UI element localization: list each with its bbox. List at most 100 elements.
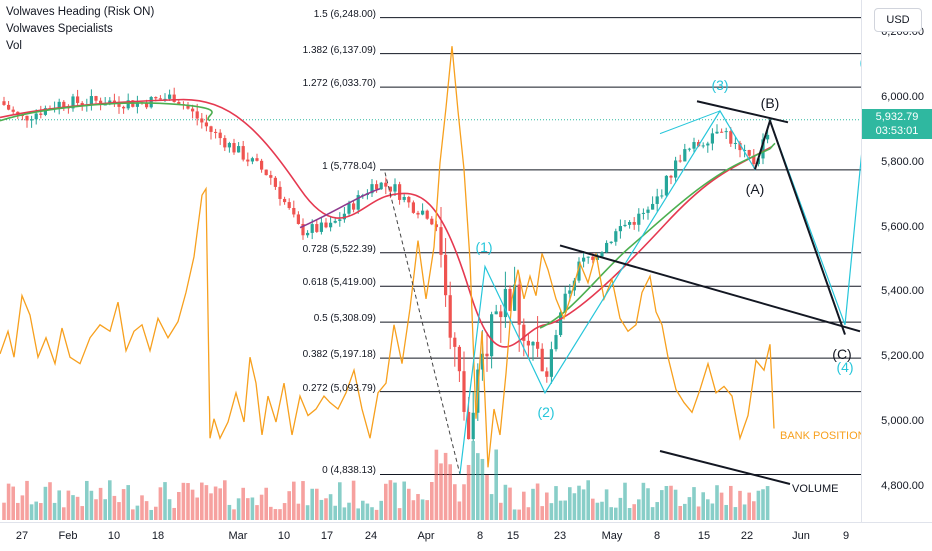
volume-bar-100 (462, 484, 466, 520)
volume-bar-111 (512, 509, 517, 520)
volume-bar-163 (752, 501, 756, 520)
volume-bar-40 (186, 483, 190, 520)
b-trendline (696, 100, 789, 124)
candle-body-80 (370, 184, 374, 194)
candle-body-81 (375, 184, 379, 190)
time-tick-6: 17 (320, 530, 334, 542)
volume-bar-47 (218, 488, 222, 520)
candle-body-132 (609, 241, 613, 243)
volume-bar-143 (660, 490, 664, 520)
candle-body-75 (347, 203, 351, 214)
volume-bar-108 (499, 502, 503, 520)
time-tick-14: 15 (697, 530, 711, 542)
volume-bar-86 (397, 508, 402, 520)
bank-positions-line (0, 46, 775, 468)
volume-bar-62 (287, 491, 291, 520)
volume-bar-115 (531, 488, 535, 520)
candle-body-145 (669, 175, 673, 178)
candle-body-2 (11, 109, 15, 112)
volume-bar-27 (126, 485, 130, 520)
candle-body-166 (766, 134, 770, 140)
candle-body-4 (20, 115, 24, 117)
time-tick-7: 24 (364, 530, 378, 542)
candle-body-29 (135, 102, 139, 107)
candle-body-91 (421, 210, 425, 215)
candle-body-51 (237, 146, 241, 153)
candle-body-130 (600, 252, 604, 257)
volume-bar-42 (195, 497, 199, 520)
ma-slow-line (0, 98, 773, 348)
candle-body-25 (117, 102, 121, 107)
candle-body-165 (761, 139, 765, 159)
candle-body-102 (471, 412, 475, 440)
time-axis[interactable]: 27 Feb 10 18 Mar 10 17 24 Apr 8 15 23 May 8 15 22 Jun 9 (0, 522, 932, 551)
candle-body-1 (7, 104, 11, 110)
volume-bar-38 (177, 491, 181, 520)
currency-selector[interactable]: USD (874, 8, 922, 32)
chart-canvas[interactable] (0, 0, 862, 522)
volume-bar-59 (273, 509, 278, 520)
volume-bar-76 (351, 480, 356, 520)
volume-bar-54 (250, 497, 255, 520)
volume-bar-36 (167, 499, 172, 520)
candle-body-55 (255, 158, 259, 161)
candle-body-150 (692, 142, 696, 149)
price-tick-4: 5,400.00 (881, 285, 924, 298)
candle-body-135 (623, 224, 627, 227)
channel-trendline (559, 244, 861, 333)
candle-body-122 (563, 293, 567, 313)
volume-bar-4 (20, 495, 25, 520)
candle-body-46 (214, 131, 218, 133)
candle-body-48 (223, 138, 227, 148)
candle-body-8 (39, 113, 43, 115)
candle-body-21 (99, 100, 103, 105)
volume-bar-24 (112, 495, 117, 520)
candle-body-53 (246, 159, 250, 162)
candle-body-66 (306, 232, 310, 236)
candle-body-73 (338, 219, 342, 221)
volume-bar-151 (696, 506, 701, 520)
candle-body-108 (499, 311, 503, 318)
legend-line-1[interactable]: Volwaves Heading (Risk ON) (6, 6, 155, 18)
candle-body-144 (664, 175, 668, 196)
candle-body-83 (384, 182, 388, 187)
candle-body-7 (34, 113, 38, 120)
volume-bar-70 (324, 498, 328, 520)
fib-label-4: 0.728 (5,522.39) (302, 243, 376, 255)
volume-bar-0 (2, 502, 6, 520)
candle-body-138 (637, 213, 641, 225)
candle-body-140 (646, 209, 650, 213)
fib-label-8: 0.272 (5,093.79) (302, 382, 376, 394)
wave-label-7: (C) (832, 345, 852, 362)
legend-line-2[interactable]: Volwaves Specialists (6, 23, 113, 35)
volume-bar-84 (388, 480, 393, 520)
volume-bar-113 (522, 491, 526, 520)
candle-body-37 (172, 94, 176, 103)
volume-bar-90 (416, 494, 420, 520)
price-tick-5: 5,200.00 (881, 350, 924, 363)
candle-body-92 (425, 210, 429, 219)
price-scale[interactable]: 6,200.00 6,000.00 5,800.00 5,600.00 5,400.00… (861, 0, 932, 522)
volume-bar-155 (715, 485, 719, 520)
time-tick-5: 10 (277, 530, 291, 542)
volume-bar-158 (729, 485, 733, 520)
candle-body-63 (292, 207, 296, 215)
volume-bar-41 (190, 489, 195, 520)
candle-body-77 (356, 195, 360, 210)
volume-bar-109 (503, 484, 508, 520)
volume-bar-124 (572, 493, 577, 520)
volume-bar-23 (108, 480, 112, 520)
volume-bar-137 (632, 504, 636, 520)
candle-body-33 (154, 97, 158, 99)
candle-body-19 (89, 96, 93, 105)
volume-bar-101 (466, 464, 471, 520)
candle-body-36 (168, 94, 172, 99)
volume-bar-154 (710, 503, 715, 520)
candle-body-152 (701, 145, 705, 147)
candle-body-20 (94, 96, 98, 101)
volume-bar-136 (627, 508, 632, 520)
volume-bar-74 (342, 507, 347, 520)
legend-line-3[interactable]: Vol (6, 40, 22, 52)
volume-bar-71 (328, 494, 333, 520)
candle-body-117 (540, 348, 544, 372)
